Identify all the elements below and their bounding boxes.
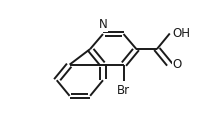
Text: OH: OH — [172, 27, 190, 40]
Text: O: O — [172, 58, 182, 71]
Text: N: N — [99, 18, 107, 31]
Text: Br: Br — [117, 84, 130, 97]
